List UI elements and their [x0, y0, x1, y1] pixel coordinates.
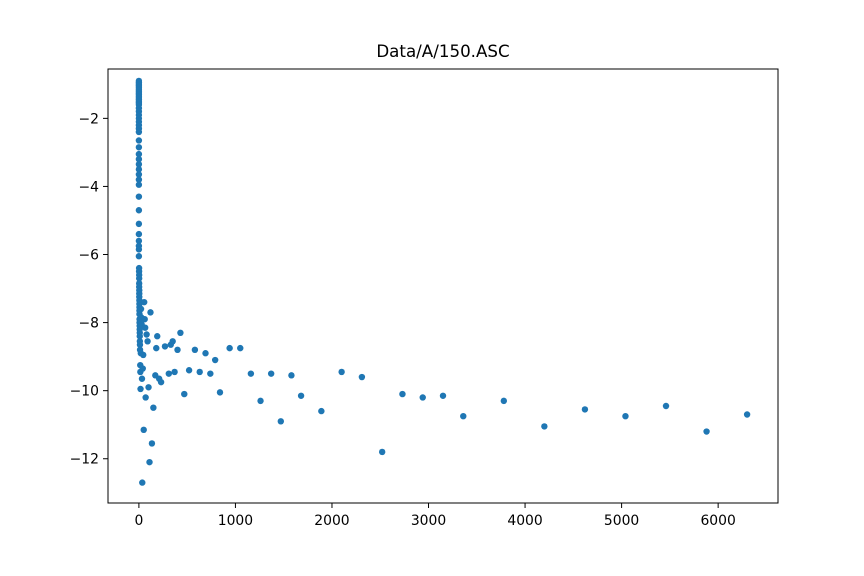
data-point [147, 309, 154, 316]
data-point [142, 394, 149, 401]
data-point [174, 346, 181, 354]
data-point [135, 181, 143, 188]
y-tick-label: −2 [79, 111, 99, 127]
x-tick-label: 3000 [411, 513, 446, 529]
data-point [226, 344, 233, 352]
data-point [135, 166, 143, 173]
data-point [541, 423, 548, 430]
data-point [135, 207, 143, 214]
x-tick-label: 4000 [507, 513, 542, 529]
data-point [161, 343, 169, 350]
data-point [153, 344, 160, 352]
data-point [139, 365, 146, 372]
data-point [202, 350, 209, 357]
data-point [318, 407, 325, 415]
data-point [191, 346, 199, 354]
data-point [399, 390, 406, 398]
data-point [150, 404, 157, 411]
data-point [207, 370, 214, 377]
data-point [141, 324, 149, 331]
x-tick-label: 2000 [314, 513, 349, 529]
data-point [581, 406, 589, 413]
data-point [157, 378, 165, 386]
data-point [145, 384, 152, 391]
data-point [154, 333, 161, 340]
data-point [141, 298, 148, 306]
data-point [135, 220, 143, 228]
data-point [419, 394, 426, 401]
data-point [135, 230, 143, 238]
data-point [211, 356, 219, 364]
y-tick-label: −4 [79, 179, 100, 195]
chart-title: Data/A/150.ASC [376, 41, 509, 61]
data-point [135, 193, 143, 200]
data-point [196, 368, 203, 376]
data-point [135, 275, 143, 282]
data-point [135, 128, 143, 136]
data-point [143, 331, 150, 338]
data-point [181, 390, 188, 398]
data-point [500, 397, 508, 405]
data-point [139, 479, 146, 486]
data-point [165, 370, 173, 377]
data-point [378, 448, 386, 456]
data-point [137, 305, 145, 313]
data-point [216, 389, 224, 396]
data-point [146, 458, 153, 466]
data-point [135, 150, 143, 158]
x-tick-label: 1000 [218, 513, 253, 529]
data-point [338, 368, 345, 376]
data-point [257, 397, 264, 405]
data-point [277, 418, 285, 425]
data-point [141, 315, 148, 323]
data-point [439, 392, 447, 399]
data-point [267, 370, 275, 377]
data-point [135, 156, 143, 163]
data-point [135, 161, 143, 168]
data-point [169, 338, 176, 345]
x-axis: 0 1000 2000 3000 4000 5000 6000 [134, 503, 736, 529]
data-point [140, 351, 147, 359]
y-tick-label: −12 [70, 452, 99, 468]
data-point [185, 367, 193, 374]
data-point [743, 411, 751, 418]
data-point [703, 428, 710, 435]
data-point [662, 402, 670, 410]
data-point [136, 333, 143, 340]
data-point [135, 137, 143, 144]
x-tick-label: 5000 [604, 513, 639, 529]
data-point [137, 385, 144, 393]
data-point [237, 344, 244, 352]
data-point [135, 176, 143, 183]
data-point [138, 375, 146, 382]
data-point [144, 338, 151, 345]
data-point [135, 171, 143, 178]
data-point [297, 392, 305, 399]
data-point [171, 368, 178, 376]
data-point [135, 246, 143, 253]
y-tick-label: −8 [79, 316, 99, 332]
data-point [136, 341, 144, 348]
data-point [460, 413, 467, 420]
plot-frame [107, 68, 779, 504]
y-tick-label: −6 [79, 248, 99, 264]
data-point [148, 440, 156, 447]
y-tick-label: −10 [70, 384, 99, 400]
data-point [288, 372, 295, 379]
data-point [622, 413, 629, 420]
x-tick-label: 0 [134, 513, 143, 529]
data-point [140, 426, 147, 434]
data-point [135, 237, 143, 245]
data-points [135, 77, 751, 486]
x-tick-label: 6000 [700, 513, 735, 529]
data-point [358, 373, 366, 381]
data-point [135, 253, 143, 260]
data-point [135, 144, 143, 151]
data-point [247, 370, 255, 377]
data-point [177, 329, 184, 336]
y-axis: −2 −4 −6 −8 −10 −12 [70, 111, 108, 468]
